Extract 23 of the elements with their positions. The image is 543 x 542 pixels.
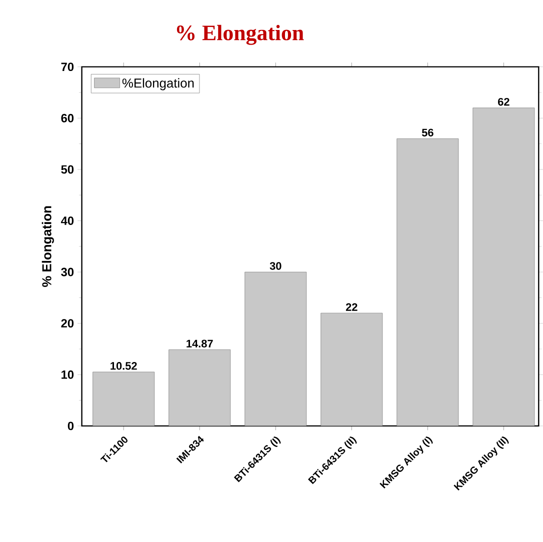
data-label: 30	[270, 262, 282, 270]
y-tick-label: 10	[62, 370, 74, 380]
bar	[396, 138, 458, 426]
data-label: 62	[498, 98, 510, 106]
y-tick-label: 20	[61, 319, 74, 328]
data-label: 14.87	[186, 340, 213, 348]
bar	[244, 272, 306, 426]
chart-title: % Elongation	[176, 25, 304, 46]
data-label: 10.52	[110, 362, 137, 370]
bar	[472, 108, 535, 426]
y-tick-label: 60	[61, 114, 74, 123]
data-label: 22	[346, 303, 358, 312]
bar	[320, 313, 382, 426]
y-tick-label: 70	[61, 62, 74, 72]
y-tick-label: 40	[60, 216, 74, 226]
data-label: 56	[422, 128, 434, 137]
y-tick-label: 30	[61, 268, 74, 276]
y-tick-label: 0	[68, 422, 74, 430]
bar	[92, 372, 154, 426]
y-axis-title: % Elongation	[42, 206, 54, 288]
y-tick-label: 50	[61, 165, 74, 174]
legend-label: %Elongation	[122, 78, 194, 90]
bar	[168, 350, 230, 426]
